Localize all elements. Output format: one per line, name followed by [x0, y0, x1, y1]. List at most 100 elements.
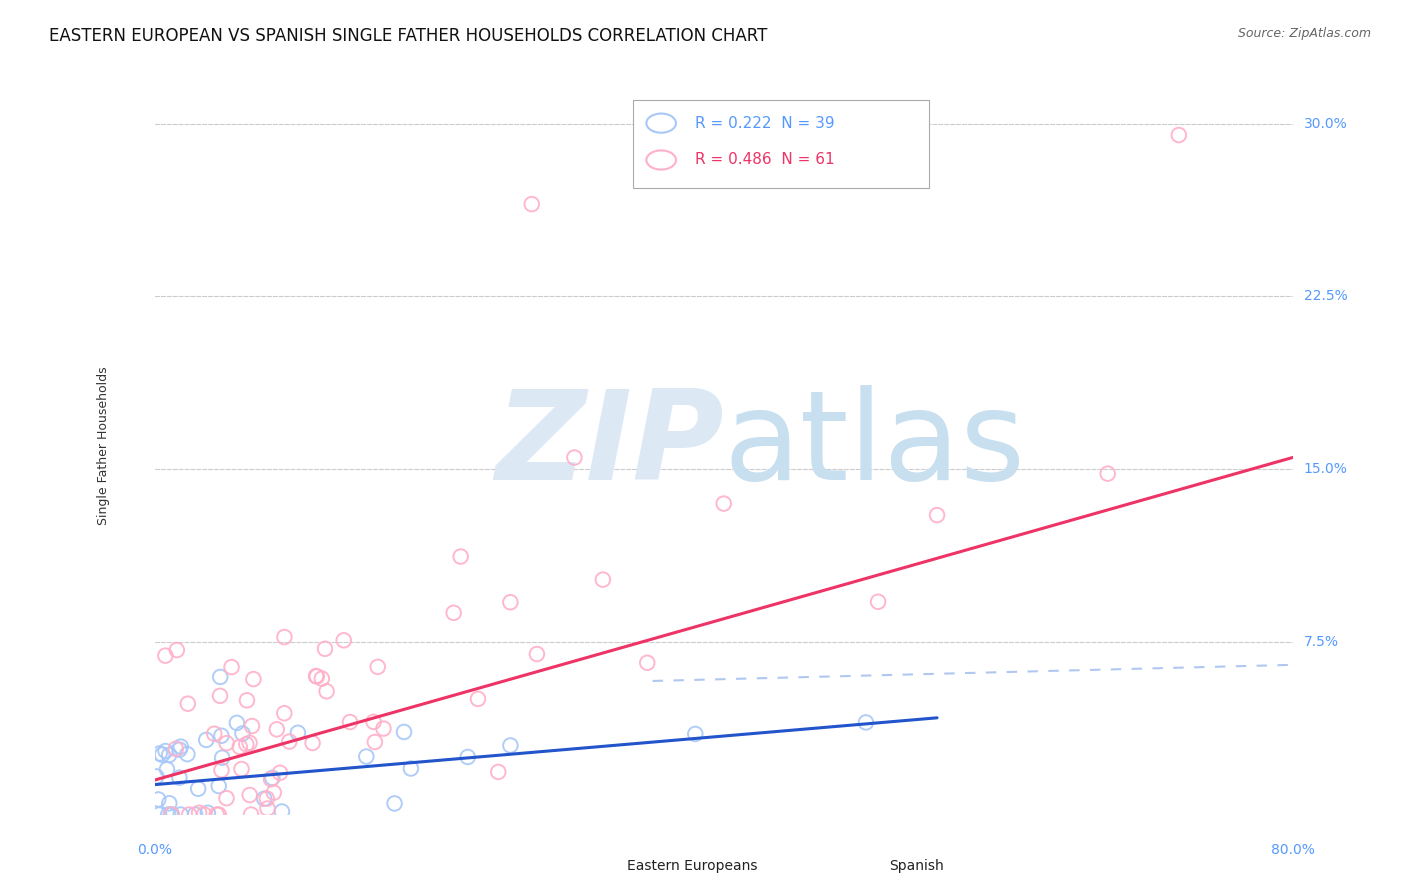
Point [925, 508, 948, 522]
Text: EASTERN EUROPEAN VS SPANISH SINGLE FATHER HOUSEHOLDS CORRELATION CHART: EASTERN EUROPEAN VS SPANISH SINGLE FATHE… [49, 27, 768, 45]
Point [364, 735, 387, 749]
Point [384, 797, 406, 811]
Point [564, 450, 586, 465]
Point [145, 769, 167, 783]
Point [256, 801, 278, 815]
Point [520, 197, 543, 211]
Point [373, 722, 395, 736]
Point [269, 765, 291, 780]
Point [215, 791, 238, 805]
Point [242, 672, 264, 686]
Point [169, 742, 191, 756]
Point [499, 739, 522, 753]
Point [170, 739, 193, 754]
Point [278, 734, 301, 748]
Point [159, 807, 181, 822]
Point [1097, 467, 1119, 481]
Point [221, 660, 243, 674]
Point [443, 606, 465, 620]
Point [314, 641, 336, 656]
Text: atlas: atlas [724, 385, 1026, 507]
Point [262, 771, 284, 785]
Point [169, 771, 191, 785]
Point [287, 726, 309, 740]
Point [231, 762, 253, 776]
Point [170, 807, 193, 822]
Point [685, 727, 707, 741]
Point [187, 781, 209, 796]
Text: Spanish: Spanish [889, 859, 943, 873]
Point [157, 807, 180, 822]
Point [160, 807, 183, 822]
Point [271, 805, 294, 819]
Point [457, 750, 479, 764]
Point [157, 797, 180, 811]
Point [155, 648, 177, 663]
Point [260, 772, 283, 786]
Point [305, 669, 328, 683]
Text: ZIP: ZIP [495, 385, 724, 507]
Text: 7.5%: 7.5% [1303, 635, 1339, 648]
Point [208, 807, 231, 822]
Point [188, 805, 211, 820]
Point [1167, 128, 1189, 142]
Point [499, 595, 522, 609]
Point [208, 779, 231, 793]
Text: 22.5%: 22.5% [1303, 289, 1347, 303]
Point [713, 497, 735, 511]
Point [215, 736, 238, 750]
Point [211, 750, 233, 764]
Point [855, 715, 877, 730]
Point [150, 747, 173, 762]
Point [202, 727, 225, 741]
Point [450, 549, 472, 564]
Point [339, 714, 361, 729]
Point [209, 670, 232, 684]
Text: R = 0.486  N = 61: R = 0.486 N = 61 [696, 153, 835, 168]
Point [235, 737, 257, 751]
Point [263, 786, 285, 800]
Point [256, 791, 278, 805]
Point [367, 660, 389, 674]
Point [305, 669, 328, 683]
Point [176, 747, 198, 761]
FancyBboxPatch shape [814, 853, 877, 880]
Point [526, 647, 548, 661]
Text: 0.0%: 0.0% [138, 843, 173, 857]
Text: Single Father Households: Single Father Households [97, 367, 110, 525]
Point [315, 684, 337, 698]
Text: 80.0%: 80.0% [1271, 843, 1315, 857]
Point [195, 733, 218, 747]
Point [273, 706, 295, 721]
Point [229, 739, 252, 754]
Point [240, 807, 263, 822]
Point [467, 692, 489, 706]
Point [148, 807, 170, 822]
Point [253, 791, 276, 805]
Point [148, 792, 170, 806]
Point [239, 788, 262, 802]
Point [399, 762, 422, 776]
Point [356, 749, 378, 764]
Text: 15.0%: 15.0% [1303, 462, 1348, 476]
Point [486, 764, 509, 779]
Point [155, 744, 177, 758]
Point [301, 736, 323, 750]
Text: R = 0.222  N = 39: R = 0.222 N = 39 [696, 116, 835, 130]
FancyBboxPatch shape [633, 100, 928, 188]
Point [166, 643, 188, 657]
Point [231, 726, 253, 740]
Text: 30.0%: 30.0% [1303, 117, 1347, 130]
Point [868, 595, 890, 609]
Point [311, 672, 333, 686]
Point [157, 747, 180, 762]
Point [392, 725, 415, 739]
Point [236, 693, 259, 707]
Text: Eastern Europeans: Eastern Europeans [627, 859, 758, 873]
Point [208, 689, 231, 703]
Point [177, 697, 200, 711]
Text: Source: ZipAtlas.com: Source: ZipAtlas.com [1237, 27, 1371, 40]
Point [193, 807, 215, 822]
Point [266, 723, 288, 737]
Point [160, 807, 183, 822]
